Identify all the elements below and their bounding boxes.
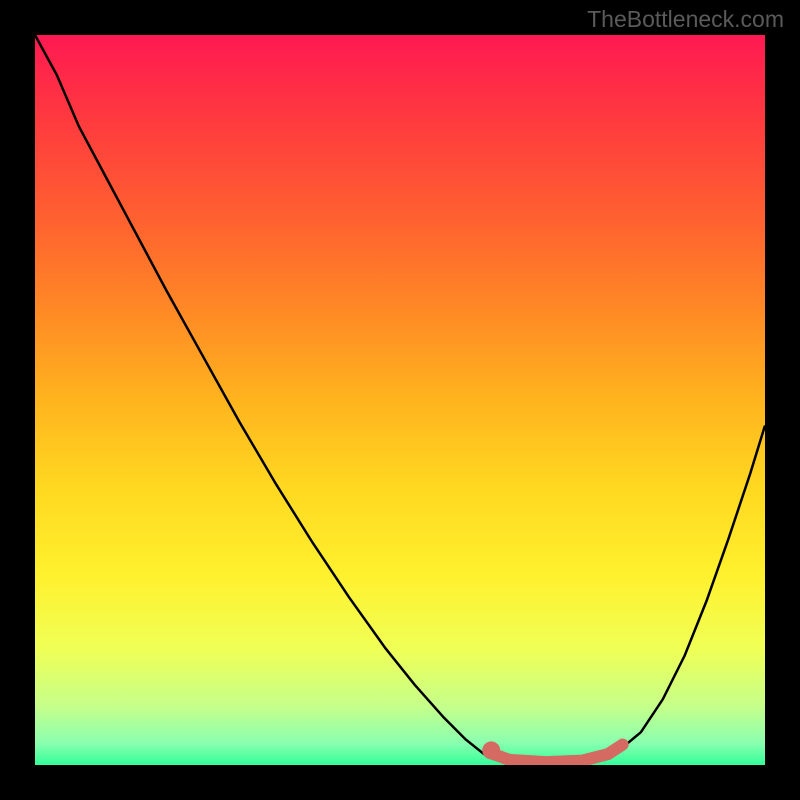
chart-container: TheBottleneck.com bbox=[0, 0, 800, 800]
overlay-dot bbox=[482, 741, 500, 759]
watermark-text: TheBottleneck.com bbox=[587, 6, 784, 33]
plot-area bbox=[35, 35, 765, 765]
bottleneck-curve bbox=[35, 35, 765, 763]
curve-layer bbox=[35, 35, 765, 765]
overlay-segment bbox=[491, 745, 622, 763]
